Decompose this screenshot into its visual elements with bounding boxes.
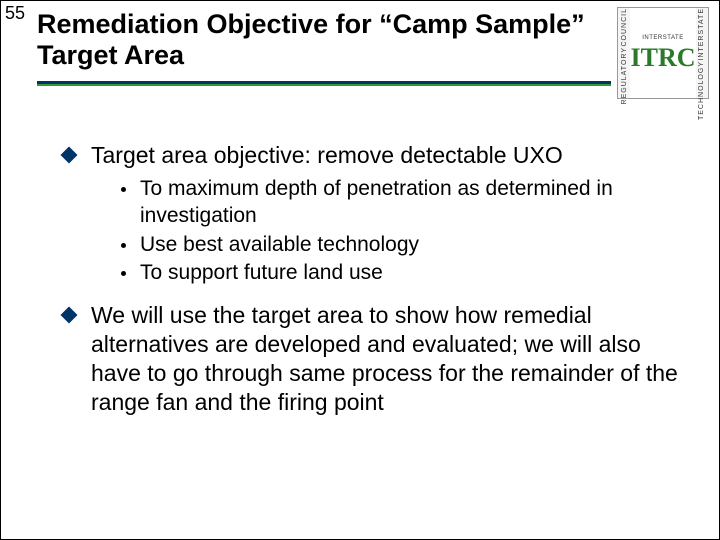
logo-right-top: INTERSTATE	[698, 8, 705, 61]
dot-bullet-icon	[121, 271, 126, 276]
bullet-level2: Use best available technology	[121, 232, 679, 259]
bullet-text: We will use the target area to show how …	[91, 301, 679, 416]
bullet-text: Target area objective: remove detectable…	[91, 141, 563, 170]
bullet-level2: To support future land use	[121, 260, 679, 287]
bullet-level1: We will use the target area to show how …	[63, 301, 679, 416]
logo-right-bottom: TECHNOLOGY	[698, 61, 705, 120]
logo-left-rail: COUNCIL REGULATORY	[618, 8, 630, 98]
header: Remediation Objective for “Camp Sample” …	[37, 9, 611, 86]
dot-bullet-icon	[121, 243, 126, 248]
bullet-level2: To maximum depth of penetration as deter…	[121, 176, 679, 230]
content-area: Target area objective: remove detectable…	[63, 141, 679, 422]
bullet-level1: Target area objective: remove detectable…	[63, 141, 679, 170]
sub-bullet-text: Use best available technology	[140, 232, 419, 259]
logo-center-label: INTERSTATE	[642, 35, 683, 41]
sub-bullet-text: To support future land use	[140, 260, 383, 287]
slide-number: 55	[5, 3, 25, 24]
slide-title: Remediation Objective for “Camp Sample” …	[37, 9, 611, 71]
title-underline	[37, 81, 611, 86]
sub-bullet-list: To maximum depth of penetration as deter…	[121, 176, 679, 288]
logo-center: INTERSTATE ITRC	[630, 8, 695, 98]
diamond-bullet-icon	[61, 307, 78, 324]
logo-acronym: ITRC	[630, 45, 695, 71]
diamond-bullet-icon	[61, 147, 78, 164]
logo-left-top: COUNCIL	[621, 8, 628, 47]
sub-bullet-text: To maximum depth of penetration as deter…	[140, 176, 679, 230]
dot-bullet-icon	[121, 187, 126, 192]
logo-right-rail: INTERSTATE TECHNOLOGY	[696, 8, 708, 98]
itrc-logo: COUNCIL REGULATORY INTERSTATE ITRC INTER…	[617, 7, 709, 99]
logo-left-bottom: REGULATORY	[621, 47, 628, 104]
